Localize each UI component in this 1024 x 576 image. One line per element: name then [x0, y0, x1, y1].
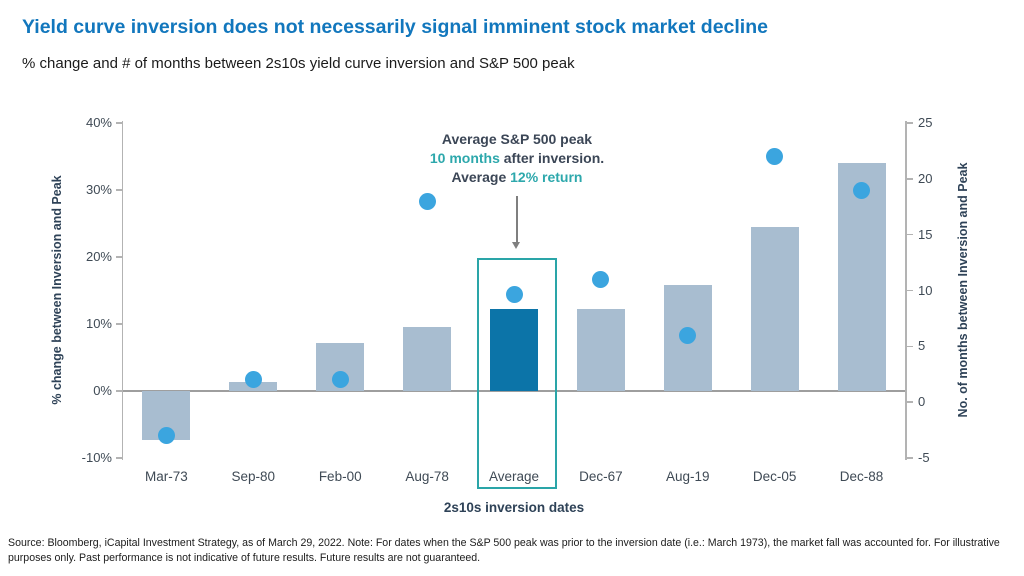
x-category-label: Feb-00	[318, 469, 362, 484]
bar	[576, 308, 625, 391]
bar	[490, 309, 538, 391]
x-category-label: Aug-78	[405, 469, 449, 484]
x-category-label: Dec-05	[752, 469, 797, 484]
left-axis-tick-mark	[116, 189, 122, 191]
bar	[403, 326, 452, 391]
right-axis-tick-mark	[906, 178, 913, 180]
left-axis-tick-label: -10%	[81, 450, 112, 465]
right-axis-tick-label: 5	[918, 338, 926, 354]
left-axis-title: % change between Inversion and Peak	[50, 175, 64, 405]
data-point-dot	[505, 286, 523, 304]
bar	[750, 226, 799, 391]
annotation: Average S&P 500 peak 10 months after inve…	[430, 130, 604, 187]
right-axis-tick-label: 20	[918, 170, 933, 186]
annotation-accent-text: 12% return	[510, 169, 583, 185]
left-axis-tick-mark	[116, 323, 122, 325]
page-subtitle: % change and # of months between 2s10s y…	[22, 55, 575, 72]
data-point-dot	[766, 148, 784, 165]
data-point-dot	[418, 192, 436, 210]
left-axis-tick-mark	[116, 256, 122, 258]
right-axis-tick-label: 10	[918, 282, 933, 298]
left-axis-line	[121, 121, 123, 460]
annotation-text: Average S&P 500 peak	[441, 131, 593, 147]
x-category-label: Sep-80	[231, 469, 276, 484]
annotation-arrow-line	[516, 196, 518, 242]
annotation-text: Average	[451, 169, 511, 185]
zero-gridline	[123, 390, 905, 392]
x-category-label: Dec-67	[579, 469, 623, 484]
data-point-dot	[853, 181, 871, 199]
left-axis-tick-label: 10%	[85, 316, 112, 331]
right-axis-title: No. of months between Inversion and Peak	[956, 162, 970, 418]
bar	[837, 163, 886, 391]
right-axis-tick-mark	[906, 289, 913, 292]
left-axis-tick-label: 20%	[85, 249, 112, 264]
data-point-dot	[157, 427, 175, 445]
annotation-arrow-head	[512, 242, 521, 249]
data-point-dot	[331, 371, 349, 389]
left-axis-tick-label: 0%	[93, 383, 112, 398]
source-note: Source: Bloomberg, iCapital Investment S…	[8, 537, 1000, 564]
right-axis-tick-mark	[906, 122, 913, 124]
x-category-label: Average	[488, 469, 539, 484]
left-axis-tick-label: 30%	[85, 182, 112, 197]
annotation-line: 10 months after inversion.	[430, 149, 604, 168]
annotation-line: Average S&P 500 peak	[430, 130, 604, 149]
data-point-dot	[592, 270, 610, 288]
right-axis-tick-label: 0	[918, 394, 926, 410]
highlight-box	[477, 258, 557, 489]
x-axis-title: 2s10s inversion dates	[443, 500, 585, 515]
left-axis-tick-label: 40%	[85, 115, 112, 130]
annotation-line: Average 12% return	[430, 168, 604, 187]
right-axis-tick-mark	[906, 233, 913, 236]
right-axis-tick-label: -5	[918, 450, 930, 465]
left-axis-tick-mark	[116, 457, 122, 459]
right-axis-tick-mark	[906, 401, 913, 403]
data-point-dot	[679, 326, 697, 344]
right-axis-tick-mark	[906, 457, 913, 459]
annotation-accent-text: 10 months	[429, 150, 500, 166]
page-title: Yield curve inversion does not necessari…	[22, 16, 768, 38]
right-axis-tick-mark	[906, 345, 913, 348]
right-axis-tick-label: 25	[918, 115, 933, 130]
right-axis-tick-label: 15	[918, 226, 933, 242]
data-point-dot	[244, 371, 262, 389]
left-axis-tick-mark	[116, 390, 122, 392]
x-category-label: Dec-88	[839, 469, 884, 484]
left-axis-tick-mark	[116, 122, 122, 124]
x-category-label: Aug-19	[665, 469, 710, 484]
right-axis-line	[905, 121, 907, 460]
x-category-label: Mar-73	[145, 469, 188, 484]
annotation-text: after inversion.	[499, 150, 605, 166]
